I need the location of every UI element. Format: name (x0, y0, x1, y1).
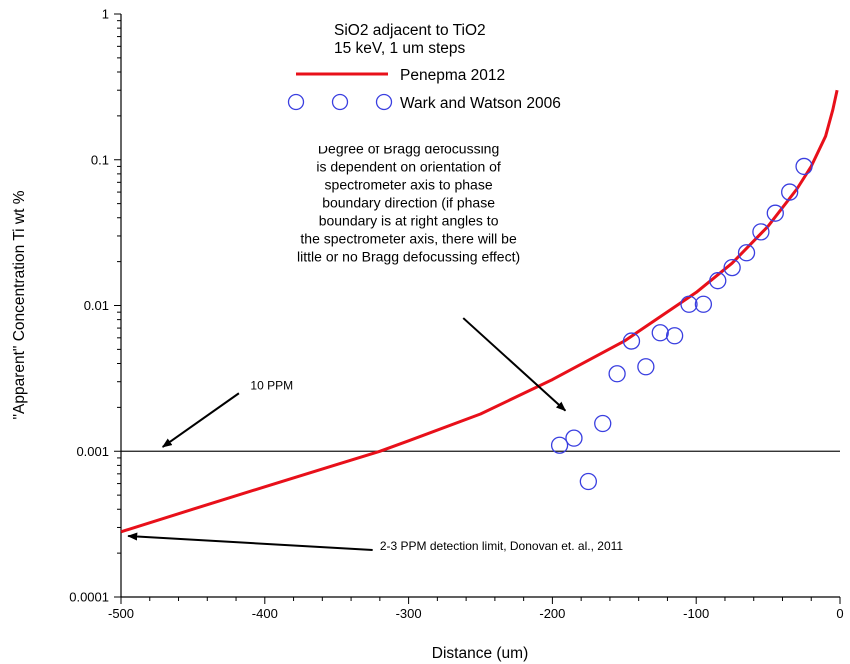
series-line-penepma (120, 89, 839, 534)
y-axis-label: "Apparent" Concentration Ti wt % (11, 190, 28, 419)
y-tick-label: 0.01 (84, 298, 109, 313)
data-point (766, 204, 784, 222)
legend-marker (287, 93, 305, 111)
data-point (579, 472, 597, 491)
data-point (795, 157, 813, 176)
data-point (781, 183, 799, 201)
data-point (651, 324, 669, 342)
annotation-text: 10 PPM (250, 379, 293, 393)
data-point (665, 327, 684, 345)
data-point (622, 332, 641, 350)
legend-title: 15 keV, 1 um steps (334, 40, 466, 57)
data-point (694, 295, 713, 313)
y-tick-label: 0.0001 (69, 590, 109, 605)
legend-marker (375, 93, 393, 111)
legend-label: Wark and Watson 2006 (400, 95, 561, 112)
data-point (594, 414, 612, 433)
annotation-arrow (462, 317, 567, 412)
data-point (723, 258, 741, 277)
annotation-line: 2-3 PPM detection limit, Donovan et. al.… (380, 539, 624, 553)
x-tick-label: -500 (108, 606, 134, 621)
data-point (737, 244, 756, 262)
x-tick-label: 0 (836, 606, 843, 621)
data-point (608, 365, 626, 383)
data-point (565, 429, 583, 447)
annotation-line: boundary direction (if phase (322, 195, 495, 211)
data-point (752, 223, 770, 241)
legend-title: SiO2 adjacent to TiO2 (334, 22, 486, 39)
annotation-text: 2-3 PPM detection limit, Donovan et. al.… (380, 539, 624, 553)
annotation-line: the spectrometer axis, there will be (300, 231, 517, 247)
data-point (550, 436, 569, 454)
data-point (709, 272, 727, 290)
annotation-arrow (127, 532, 373, 552)
data-point (637, 358, 655, 376)
x-tick-label: -300 (396, 606, 422, 621)
annotation-line: is dependent on orientation of (316, 159, 501, 175)
annotation-arrow (161, 392, 240, 448)
data-point (680, 295, 698, 313)
legend-marker (331, 93, 349, 111)
y-tick-label: 0.001 (76, 444, 109, 459)
annotation-line: spectrometer axis to phase (325, 177, 493, 193)
annotation-line: boundary is at right angles to (319, 213, 499, 229)
y-tick-label: 1 (102, 7, 109, 22)
legend-label: Penepma 2012 (400, 67, 505, 84)
x-tick-label: -400 (252, 606, 278, 621)
x-tick-label: -100 (683, 606, 709, 621)
annotation-text: Degree of Bragg defocussing is dependent … (297, 141, 520, 265)
x-axis-label: Distance (um) (432, 645, 528, 662)
legend-box (276, 14, 636, 146)
y-tick-label: 0.1 (91, 152, 109, 167)
annotation-line: little or no Bragg defocussing effect) (297, 249, 520, 265)
x-tick-label: -200 (539, 606, 565, 621)
annotation-line: 10 PPM (250, 379, 293, 393)
